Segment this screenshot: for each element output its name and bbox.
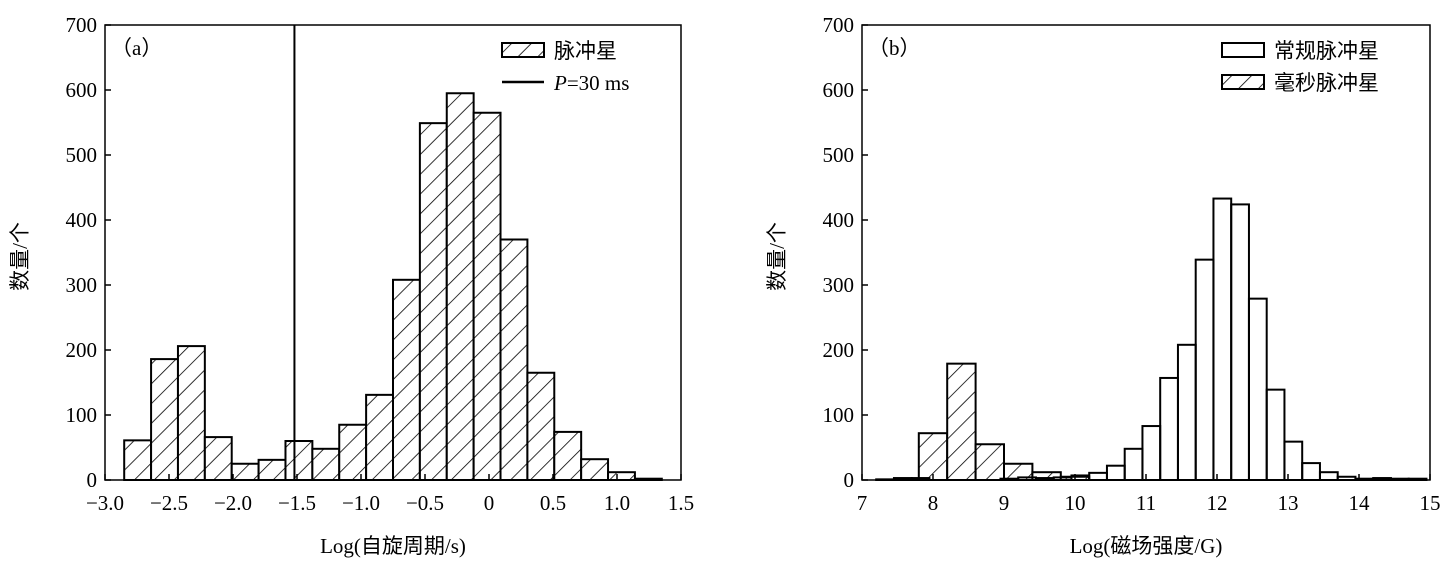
y-tick-label: 500 bbox=[66, 143, 98, 167]
x-tick-label: 14 bbox=[1349, 491, 1371, 515]
x-tick-label: 7 bbox=[857, 491, 868, 515]
histogram-bar bbox=[230, 462, 260, 481]
y-tick-label: 0 bbox=[87, 468, 98, 492]
histogram-bar bbox=[526, 371, 556, 481]
x-tick-label: 0.5 bbox=[540, 491, 566, 515]
x-tick-label: −0.5 bbox=[406, 491, 444, 515]
legend-swatch bbox=[501, 42, 545, 58]
x-axis-label: Log(磁场强度/G) bbox=[1070, 534, 1223, 558]
legend-label-rest: =30 ms bbox=[567, 71, 630, 95]
histogram-bar bbox=[974, 443, 1005, 481]
legend-label: 常规脉冲星 bbox=[1274, 39, 1379, 63]
histogram-bar bbox=[1194, 258, 1215, 481]
panel-b: 7 8 9 10 11 12 13 14 15 0 100 200 300 400 500 600 700 Log… bbox=[765, 13, 1441, 558]
legend-label-italic: P bbox=[553, 71, 567, 95]
y-axis-label: 数量/个 bbox=[8, 222, 32, 291]
histogram-bar bbox=[123, 439, 153, 482]
x-tick-label: −2.0 bbox=[214, 491, 252, 515]
x-tick-label: 8 bbox=[928, 491, 939, 515]
panel-a: −3.0 −2.5 −2.0 −1.5 −1.0 −0.5 0 0.5 1.0 1.5 0 100 20… bbox=[8, 13, 694, 558]
legend-swatch bbox=[1221, 42, 1265, 58]
histogram-bar bbox=[1230, 203, 1250, 481]
histogram-bar bbox=[284, 440, 314, 481]
x-axis-label: Log(自旋周期/s) bbox=[320, 534, 466, 558]
histogram-bar bbox=[418, 122, 448, 482]
histogram-bar bbox=[1141, 425, 1162, 481]
histogram-bar bbox=[176, 345, 206, 481]
x-tick-label: 13 bbox=[1278, 491, 1299, 515]
legend-label: P=30 ms bbox=[553, 71, 629, 95]
x-tick-label: 9 bbox=[999, 491, 1010, 515]
histogram-bar bbox=[607, 471, 636, 482]
y-tick-label: 500 bbox=[823, 143, 855, 167]
x-tick-label: 1.5 bbox=[668, 491, 694, 515]
y-tick-label: 300 bbox=[66, 273, 98, 297]
y-tick-label: 400 bbox=[66, 208, 98, 232]
histogram-bar bbox=[203, 436, 233, 482]
histogram-bar bbox=[1088, 471, 1108, 482]
x-tick-label: −2.5 bbox=[150, 491, 188, 515]
y-tick-label: 600 bbox=[823, 78, 855, 102]
legend-swatch bbox=[1221, 74, 1265, 90]
histogram-bar bbox=[365, 393, 394, 482]
histogram-bar bbox=[257, 458, 287, 482]
y-tick-label: 200 bbox=[66, 338, 98, 362]
histogram-bar bbox=[580, 458, 610, 482]
x-tick-label: 11 bbox=[1136, 491, 1156, 515]
x-tick-label: 0 bbox=[484, 491, 495, 515]
y-axis-label: 数量/个 bbox=[765, 222, 789, 291]
x-tick-label: 15 bbox=[1420, 491, 1441, 515]
y-tick-label: 100 bbox=[823, 403, 855, 427]
histogram-bar bbox=[338, 423, 368, 481]
y-tick-label: 600 bbox=[66, 78, 98, 102]
x-tick-label: −1.5 bbox=[278, 491, 316, 515]
histogram-bar bbox=[553, 430, 583, 481]
histogram-bar bbox=[150, 358, 179, 482]
y-tick-label: 700 bbox=[823, 13, 855, 37]
x-tick-label: −3.0 bbox=[86, 491, 124, 515]
histogram-bar bbox=[1318, 471, 1339, 482]
x-tick-label: 1.0 bbox=[604, 491, 630, 515]
histogram-bar bbox=[1301, 462, 1321, 482]
y-tick-label: 300 bbox=[823, 273, 855, 297]
histogram-bar bbox=[917, 432, 949, 482]
histogram-bar bbox=[445, 92, 475, 481]
histogram-bar bbox=[1105, 464, 1126, 482]
histogram-bar bbox=[946, 362, 977, 481]
y-tick-label: 700 bbox=[66, 13, 98, 37]
x-tick-label: 12 bbox=[1207, 491, 1228, 515]
x-tick-label: 10 bbox=[1065, 491, 1086, 515]
histogram-bar bbox=[392, 278, 421, 481]
y-tick-label: 0 bbox=[844, 468, 855, 492]
histogram-bar bbox=[472, 111, 502, 481]
histogram-bar bbox=[1123, 447, 1144, 481]
histogram-bar bbox=[311, 447, 341, 481]
histogram-bar bbox=[499, 238, 529, 481]
y-tick-label: 100 bbox=[66, 403, 98, 427]
x-tick-label: −1.0 bbox=[342, 491, 380, 515]
panel-label: （a） bbox=[111, 36, 162, 60]
axes-frame bbox=[104, 24, 682, 481]
histogram-bar bbox=[1159, 376, 1179, 482]
histogram-bar bbox=[1265, 388, 1286, 481]
panel-label: （b） bbox=[868, 36, 921, 60]
legend-label: 毫秒脉冲星 bbox=[1274, 71, 1379, 95]
legend-label: 脉冲星 bbox=[554, 39, 617, 63]
histogram-bar bbox=[1283, 440, 1304, 481]
y-tick-label: 200 bbox=[823, 338, 855, 362]
histogram-bar bbox=[1212, 197, 1233, 482]
y-tick-label: 400 bbox=[823, 208, 855, 232]
histogram-bar bbox=[1247, 297, 1268, 481]
histogram-bar bbox=[1176, 343, 1197, 481]
